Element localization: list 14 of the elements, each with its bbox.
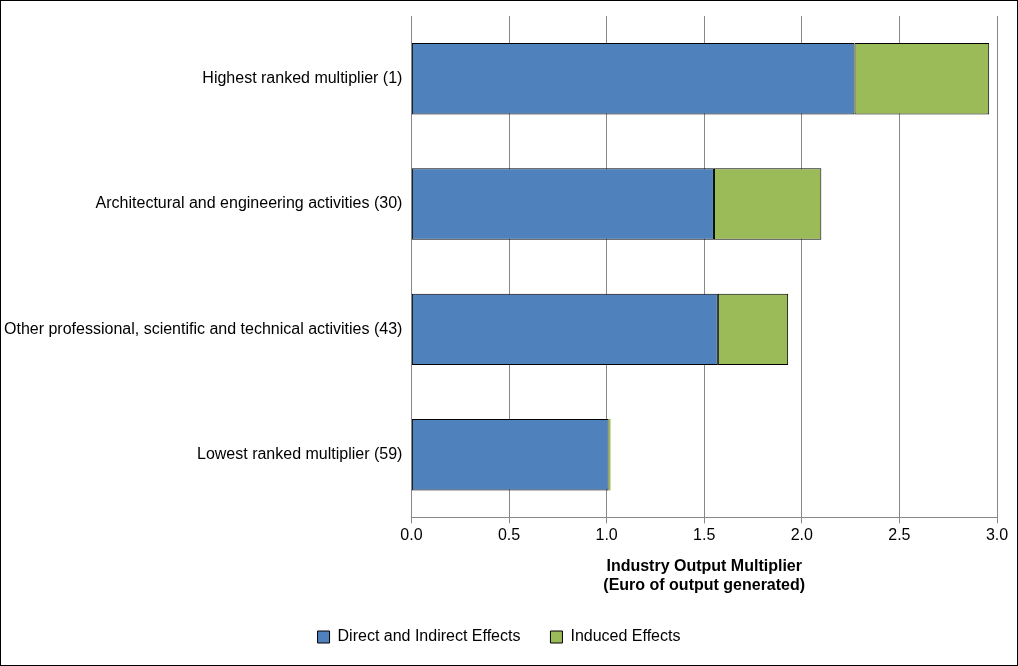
legend-label: Induced Effects: [570, 627, 681, 645]
x-tick-label: 0.0: [400, 526, 423, 544]
y-tick-label: Architectural and engineering activities (30): [95, 194, 403, 212]
y-tick-label: Other professional, scientific and technical activities (43): [4, 319, 403, 337]
x-tick-label: 3.0: [985, 526, 1009, 544]
x-tick-label: 1.5: [693, 526, 716, 544]
y-tick-label: Highest ranked multiplier (1): [202, 69, 403, 87]
x-tick-label: 2.5: [888, 526, 911, 544]
x-axis-title: Industry Output Multiplier (Euro of output generated): [603, 556, 806, 593]
legend-label: Direct and Indirect Effects: [337, 627, 521, 645]
x-tick-label: 2.0: [790, 526, 814, 544]
y-tick-label: Lowest ranked multiplier (59): [196, 445, 403, 463]
x-tick-label: 1.0: [595, 526, 618, 544]
x-tick-label: 0.5: [497, 526, 521, 544]
